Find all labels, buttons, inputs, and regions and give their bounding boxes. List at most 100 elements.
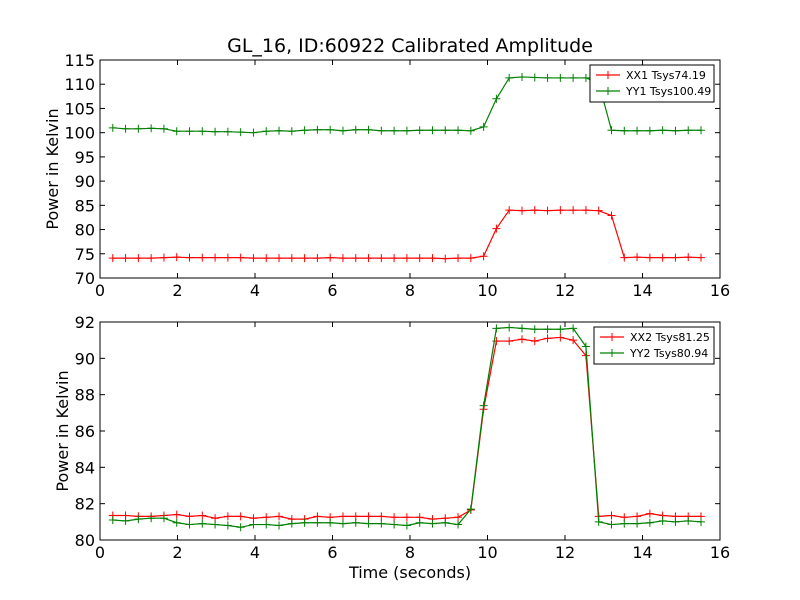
- data-point: [377, 126, 386, 135]
- y-tick-label: 90: [75, 349, 95, 368]
- data-point: [249, 520, 258, 529]
- data-point: [159, 514, 168, 523]
- data-point: [172, 253, 181, 262]
- x-tick-label: 14: [632, 543, 652, 562]
- y-tick-label: 90: [75, 172, 95, 191]
- data-point: [223, 127, 232, 136]
- data-point: [441, 126, 450, 135]
- legend: XX1 Tsys74.19 YY1 Tsys100.49: [589, 64, 715, 103]
- data-point: [441, 254, 450, 263]
- data-point: [147, 254, 156, 263]
- data-point: [313, 254, 322, 263]
- data-point: [569, 206, 578, 215]
- data-point: [223, 521, 232, 530]
- data-point: [428, 254, 437, 263]
- y-tick-label: 84: [75, 458, 95, 477]
- legend-label: YY2 Tsys80.94: [629, 347, 708, 360]
- data-point: [530, 325, 539, 334]
- data-point: [390, 126, 399, 135]
- data-point: [697, 126, 706, 135]
- x-tick-label: 8: [405, 281, 415, 300]
- data-point: [275, 254, 284, 263]
- data-point: [466, 505, 475, 514]
- subplot-1: GL_16, ID:60922 Calibrated Amplitude 0 2 4 6…: [43, 35, 730, 300]
- data-point: [479, 252, 488, 261]
- data-point: [633, 253, 642, 262]
- data-point: [364, 512, 373, 521]
- data-point: [556, 325, 565, 334]
- legend-label: XX1 Tsys74.19: [626, 69, 706, 82]
- data-point: [313, 518, 322, 527]
- data-point: [236, 253, 245, 262]
- data-point: [300, 254, 309, 263]
- data-point: [658, 126, 667, 135]
- legend-label: XX2 Tsys81.25: [630, 331, 710, 344]
- data-point: [223, 512, 232, 521]
- data-point: [236, 128, 245, 137]
- data-point: [428, 126, 437, 135]
- data-point: [607, 511, 616, 520]
- data-point: [326, 253, 335, 262]
- data-point: [633, 126, 642, 135]
- data-point: [620, 519, 629, 528]
- data-point: [338, 519, 347, 528]
- x-tick-label: 16: [710, 543, 730, 562]
- data-point: [517, 335, 526, 344]
- data-point: [364, 125, 373, 134]
- data-point: [390, 254, 399, 263]
- data-point: [505, 323, 514, 332]
- data-point: [684, 253, 693, 262]
- data-point: [351, 254, 360, 263]
- data-point: [198, 253, 207, 262]
- y-tick-label: 92: [75, 313, 95, 332]
- data-point: [505, 337, 514, 346]
- data-point: [211, 520, 220, 529]
- data-point: [645, 518, 654, 527]
- data-point: [454, 520, 463, 529]
- data-point: [185, 127, 194, 136]
- data-point: [645, 126, 654, 135]
- data-point: [607, 520, 616, 529]
- data-point: [594, 517, 603, 526]
- y-tick-label: 105: [64, 99, 95, 118]
- y-tick-label: 82: [75, 495, 95, 514]
- legend-box: [593, 326, 715, 365]
- y-axis-label: Power in Kelvin: [53, 370, 72, 491]
- data-point: [338, 126, 347, 135]
- x-tick-label: 6: [327, 281, 337, 300]
- data-point: [198, 511, 207, 520]
- data-point: [671, 517, 680, 526]
- data-point: [121, 516, 130, 525]
- data-point: [121, 254, 130, 263]
- data-point: [287, 254, 296, 263]
- x-tick-label: 10: [477, 543, 497, 562]
- data-point: [262, 520, 271, 529]
- data-point: [466, 126, 475, 135]
- data-point: [620, 253, 629, 262]
- data-point: [236, 523, 245, 532]
- data-point: [581, 342, 590, 351]
- data-point: [300, 126, 309, 135]
- data-point: [287, 519, 296, 528]
- x-tick-label: 12: [555, 281, 575, 300]
- y-tick-label: 86: [75, 422, 95, 441]
- data-point: [684, 516, 693, 525]
- x-tick-label: 12: [555, 543, 575, 562]
- data-point: [185, 512, 194, 521]
- x-tick-label: 10: [477, 281, 497, 300]
- y-tick-label: 88: [75, 386, 95, 405]
- data-point: [543, 73, 552, 82]
- data-point: [262, 127, 271, 136]
- x-tick-label: 8: [405, 543, 415, 562]
- data-point: [594, 206, 603, 215]
- data-point: [287, 127, 296, 136]
- data-point: [454, 254, 463, 263]
- x-tick-label: 6: [327, 543, 337, 562]
- data-point: [581, 206, 590, 215]
- data-point: [454, 126, 463, 135]
- data-point: [645, 253, 654, 262]
- data-point: [492, 224, 501, 233]
- data-point: [402, 513, 411, 522]
- data-point: [658, 516, 667, 525]
- data-point: [658, 253, 667, 262]
